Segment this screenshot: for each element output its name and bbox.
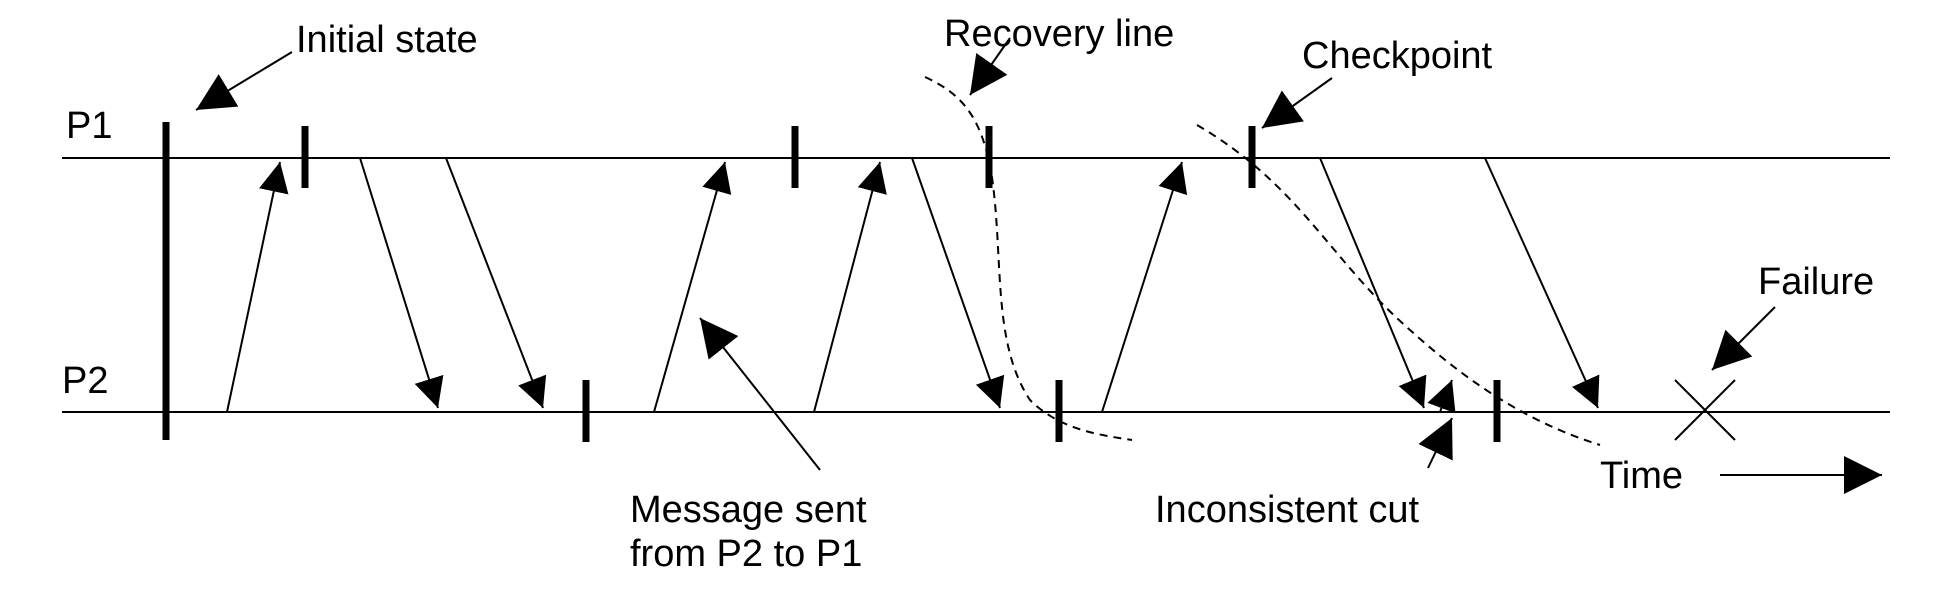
failure-label: Failure [1758, 261, 1874, 303]
process-label-p2: P2 [62, 360, 108, 402]
inconsistent-cut-message [1427, 379, 1456, 414]
message-p1-to-p2 [359, 157, 444, 409]
checkpoint-label: Checkpoint [1302, 35, 1493, 77]
message-p1-to-p2 [1484, 157, 1600, 409]
message-p2-to-p1 [653, 161, 732, 413]
message-p2-to-p1 [226, 161, 289, 413]
time-label: Time [1600, 455, 1683, 497]
inconsistent-cut-line [1196, 124, 1601, 446]
message-label-line1: Message sent [630, 489, 867, 531]
message-label-line2: from P2 to P1 [630, 533, 862, 575]
message-p2-to-p1 [1101, 161, 1188, 413]
x-mark-icon [1674, 379, 1736, 441]
recovery-line-label: Recovery line [944, 13, 1174, 55]
inconsistent-cut-label: Inconsistent cut [1155, 489, 1419, 531]
checkpoint-pointer [1261, 77, 1333, 129]
message-pointer [699, 317, 821, 471]
message-p1-to-p2 [445, 157, 547, 409]
initial-state-pointer [195, 51, 293, 111]
recovery-line [924, 76, 1133, 441]
message-p1-to-p2 [911, 157, 1005, 409]
recovery-line-pointer [969, 37, 1011, 96]
process-label-p1: P1 [66, 105, 112, 147]
message-p2-to-p1 [813, 161, 887, 413]
initial-state-label: Initial state [296, 19, 478, 61]
failure-pointer [1711, 306, 1776, 371]
message-p1-to-p2 [1319, 157, 1427, 409]
inconsistent-cut-pointer [1418, 417, 1453, 469]
